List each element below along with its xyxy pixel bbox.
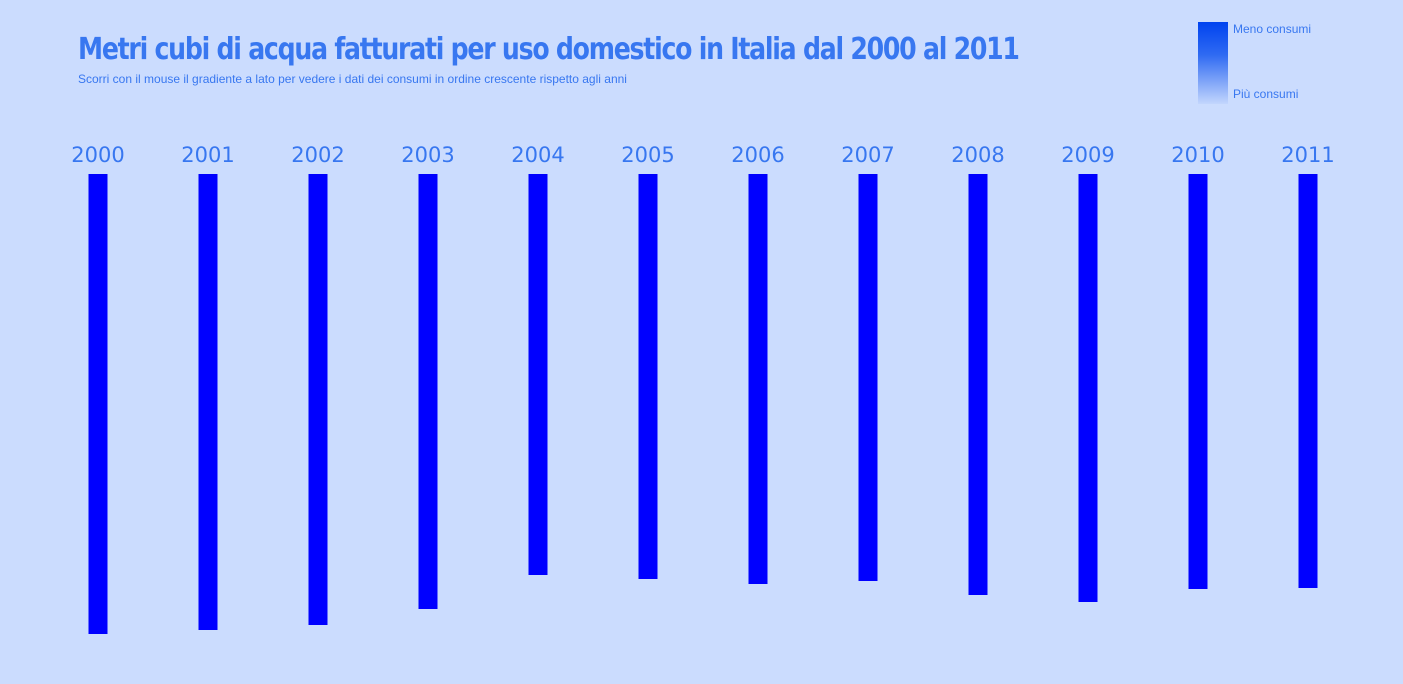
year-label: 2002	[291, 143, 344, 167]
year-label: 2011	[1281, 143, 1334, 167]
legend-gradient-bar[interactable]	[1198, 22, 1228, 104]
year-label: 2006	[731, 143, 784, 167]
page-title: Metri cubi di acqua fatturati per uso do…	[78, 32, 1020, 67]
legend-label-less: Meno consumi	[1233, 22, 1312, 36]
bar-2004[interactable]	[528, 174, 548, 575]
legend-label-more: Più consumi	[1233, 87, 1299, 101]
bar-2010[interactable]	[1188, 174, 1208, 589]
year-label: 2003	[401, 143, 454, 167]
bar-2009[interactable]	[1078, 174, 1098, 602]
bar-2006[interactable]	[748, 174, 768, 584]
bar-2007[interactable]	[858, 174, 878, 581]
year-label: 2000	[71, 143, 124, 167]
bar-2011[interactable]	[1298, 174, 1318, 588]
year-label: 2009	[1061, 143, 1114, 167]
bar-2005[interactable]	[638, 174, 658, 579]
bar-2001[interactable]	[198, 174, 218, 630]
year-label: 2001	[181, 143, 234, 167]
year-label: 2004	[511, 143, 564, 167]
year-label: 2010	[1171, 143, 1224, 167]
year-label: 2008	[951, 143, 1004, 167]
bar-2008[interactable]	[968, 174, 988, 595]
year-label: 2005	[621, 143, 674, 167]
bar-2003[interactable]	[418, 174, 438, 609]
gradient-legend[interactable]: Meno consumi Più consumi	[1198, 22, 1368, 104]
bar-2002[interactable]	[308, 174, 328, 625]
bar-2000[interactable]	[88, 174, 108, 634]
year-label: 2007	[841, 143, 894, 167]
page-subtitle: Scorri con il mouse il gradiente a lato …	[78, 72, 627, 86]
